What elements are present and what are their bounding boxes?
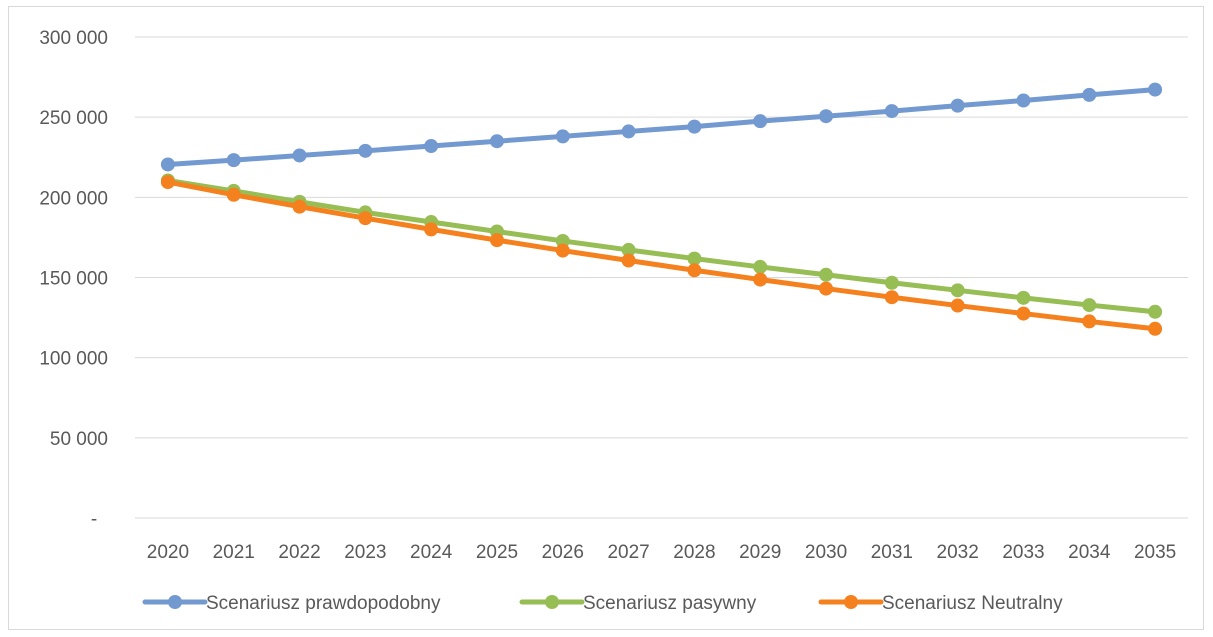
data-point — [884, 290, 899, 305]
series-line — [165, 179, 1158, 332]
x-tick-label: 2035 — [1134, 542, 1176, 563]
x-tick-label: 2022 — [278, 542, 320, 563]
legend-item: Scenariusz prawdopodobny — [142, 593, 441, 614]
data-point — [489, 233, 504, 248]
data-point — [424, 222, 439, 237]
x-axis-tick-labels: 2020 2021 2022 2023 2024 2025 2026 2027 2028 2029… — [147, 542, 1176, 563]
x-tick-label: 2033 — [1002, 542, 1044, 563]
y-tick-label: - — [91, 509, 97, 530]
x-tick-label: 2032 — [937, 542, 979, 563]
data-point — [950, 283, 965, 298]
data-point — [1082, 87, 1097, 102]
data-point — [621, 124, 636, 139]
data-point — [1016, 290, 1031, 305]
data-point — [687, 251, 702, 266]
gridlines — [135, 36, 1188, 519]
legend-item: Scenariusz pasywny — [519, 593, 757, 614]
y-tick-label: 250 000 — [39, 108, 108, 129]
legend-marker — [545, 595, 559, 609]
data-point — [160, 175, 175, 190]
data-point — [753, 272, 768, 287]
data-point — [819, 109, 834, 124]
data-point — [424, 139, 439, 154]
data-point — [292, 148, 307, 163]
data-point — [1148, 321, 1163, 336]
x-tick-label: 2028 — [673, 542, 715, 563]
data-point — [687, 263, 702, 278]
data-point — [226, 187, 241, 202]
data-point — [687, 119, 702, 134]
legend-label: Scenariusz pasywny — [583, 593, 757, 614]
series-line — [165, 177, 1158, 315]
data-point — [160, 157, 175, 172]
data-point — [489, 134, 504, 149]
chart-frame — [8, 6, 1204, 630]
series-line — [165, 87, 1158, 167]
legend-marker — [168, 595, 182, 609]
data-point — [1016, 93, 1031, 108]
legend-item: Scenariusz Neutralny — [818, 593, 1063, 614]
legend-label: Scenariusz prawdopodobny — [206, 593, 441, 614]
y-tick-label: 200 000 — [39, 188, 108, 209]
x-tick-label: 2027 — [607, 542, 649, 563]
x-tick-label: 2025 — [476, 542, 518, 563]
data-point — [950, 98, 965, 113]
x-tick-label: 2030 — [805, 542, 847, 563]
data-point — [1148, 82, 1163, 97]
data-point — [358, 143, 373, 158]
data-point — [226, 153, 241, 168]
x-tick-label: 2031 — [871, 542, 913, 563]
x-tick-label: 2021 — [213, 542, 255, 563]
data-point — [950, 298, 965, 313]
data-point — [621, 242, 636, 257]
y-tick-label: 100 000 — [39, 349, 108, 370]
data-point — [358, 211, 373, 226]
data-point — [819, 267, 834, 282]
data-point — [753, 114, 768, 129]
x-tick-label: 2026 — [542, 542, 584, 563]
data-point — [1148, 304, 1163, 319]
y-tick-label: 50 000 — [50, 429, 108, 450]
legend-label: Scenariusz Neutralny — [882, 593, 1063, 614]
data-point — [1082, 298, 1097, 313]
x-tick-label: 2020 — [147, 542, 189, 563]
y-tick-label: 150 000 — [39, 269, 108, 290]
data-point — [1016, 306, 1031, 321]
series-2 — [160, 173, 1163, 319]
series-3 — [160, 175, 1163, 336]
x-tick-label: 2029 — [739, 542, 781, 563]
y-tick-label: 300 000 — [39, 28, 108, 49]
data-point — [1082, 314, 1097, 329]
data-point — [753, 259, 768, 274]
data-point — [292, 199, 307, 214]
data-point — [884, 275, 899, 290]
data-point — [555, 243, 570, 258]
data-point — [555, 233, 570, 248]
data-point — [555, 129, 570, 144]
x-tick-label: 2023 — [344, 542, 386, 563]
series-1 — [160, 82, 1163, 172]
x-tick-label: 2034 — [1068, 542, 1111, 563]
x-tick-label: 2024 — [410, 542, 453, 563]
legend-marker — [844, 595, 858, 609]
data-point — [819, 281, 834, 296]
data-point — [621, 253, 636, 268]
legend: Scenariusz prawdopodobny Scenariusz pasyw… — [142, 593, 1063, 614]
data-point — [884, 104, 899, 119]
y-axis-tick-labels: - 50 000 100 000 150 000 200 000 250 000 300 0… — [39, 28, 108, 530]
